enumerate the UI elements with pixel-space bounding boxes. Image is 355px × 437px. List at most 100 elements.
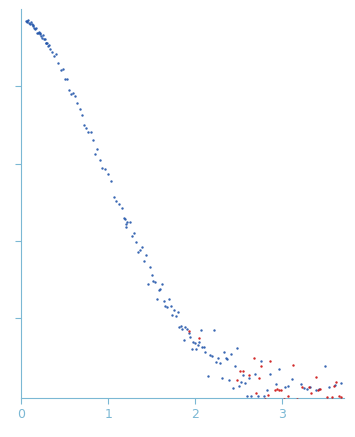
Point	[251, 354, 257, 361]
Point	[258, 363, 264, 370]
Point	[331, 382, 337, 389]
Point	[35, 30, 40, 37]
Point	[77, 106, 82, 113]
Point	[129, 232, 135, 239]
Point	[297, 400, 302, 407]
Point	[26, 20, 32, 27]
Point	[135, 249, 141, 256]
Point	[26, 17, 31, 24]
Point	[246, 375, 252, 382]
Point	[267, 357, 273, 364]
Point	[301, 384, 307, 391]
Point	[229, 350, 234, 357]
Point	[122, 216, 127, 223]
Point	[149, 272, 154, 279]
Point	[166, 296, 172, 303]
Point	[253, 389, 259, 396]
Point	[81, 121, 87, 128]
Point	[54, 50, 59, 57]
Point	[24, 18, 29, 25]
Point	[123, 221, 129, 228]
Point	[27, 21, 33, 28]
Point	[32, 25, 38, 32]
Point	[189, 345, 195, 352]
Point	[203, 348, 208, 355]
Point	[66, 87, 72, 94]
Point	[242, 380, 248, 387]
Point	[105, 170, 111, 177]
Point	[211, 326, 217, 333]
Point	[260, 396, 266, 403]
Point	[329, 393, 334, 400]
Point	[193, 345, 199, 352]
Point	[46, 42, 52, 49]
Point	[274, 385, 280, 392]
Point	[30, 23, 36, 30]
Point	[190, 339, 196, 346]
Point	[299, 384, 305, 391]
Point	[263, 395, 268, 402]
Point	[332, 381, 338, 388]
Point	[295, 407, 301, 414]
Point	[161, 298, 166, 305]
Point	[72, 92, 78, 99]
Point	[311, 403, 316, 410]
Point	[290, 361, 296, 368]
Point	[60, 65, 66, 72]
Point	[176, 324, 182, 331]
Point	[38, 30, 43, 37]
Point	[279, 387, 284, 394]
Point	[240, 368, 246, 375]
Point	[157, 285, 163, 292]
Point	[163, 302, 168, 309]
Point	[42, 36, 48, 43]
Point	[62, 75, 68, 82]
Point	[244, 393, 250, 400]
Point	[34, 29, 40, 36]
Point	[68, 90, 73, 97]
Point	[315, 387, 321, 394]
Point	[39, 35, 45, 42]
Point	[267, 371, 273, 378]
Point	[225, 355, 230, 362]
Point	[279, 409, 285, 416]
Point	[151, 277, 156, 284]
Point	[108, 177, 114, 184]
Point	[307, 384, 313, 391]
Point	[83, 124, 89, 131]
Point	[326, 384, 331, 391]
Point	[75, 100, 80, 107]
Point	[281, 396, 286, 403]
Point	[92, 150, 98, 157]
Point	[236, 383, 242, 390]
Point	[215, 354, 220, 361]
Point	[270, 401, 276, 408]
Point	[223, 354, 228, 361]
Point	[170, 312, 175, 319]
Point	[184, 326, 190, 333]
Point	[64, 76, 70, 83]
Point	[100, 165, 105, 172]
Point	[131, 230, 137, 237]
Point	[238, 379, 244, 386]
Point	[121, 215, 127, 222]
Point	[304, 412, 310, 419]
Point	[186, 329, 191, 336]
Point	[102, 166, 108, 173]
Point	[327, 406, 332, 413]
Point	[283, 383, 288, 390]
Point	[47, 45, 53, 52]
Point	[338, 379, 344, 386]
Point	[49, 48, 55, 55]
Point	[240, 372, 246, 379]
Point	[88, 128, 93, 135]
Point	[323, 363, 328, 370]
Point	[292, 406, 297, 413]
Point	[338, 393, 344, 400]
Point	[226, 376, 232, 383]
Point	[276, 365, 282, 372]
Point	[213, 359, 219, 366]
Point	[33, 25, 39, 32]
Point	[200, 343, 205, 350]
Point	[31, 22, 36, 29]
